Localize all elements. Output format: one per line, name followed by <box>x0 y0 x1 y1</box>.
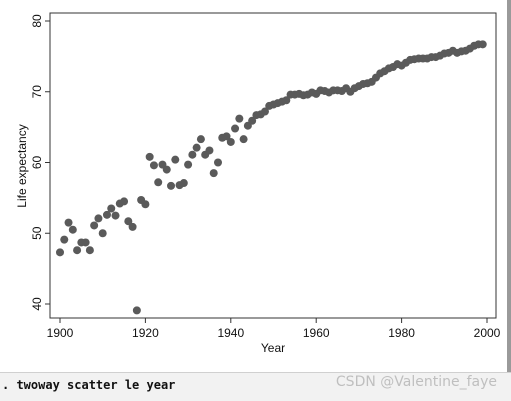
data-point <box>226 137 235 146</box>
data-point <box>64 218 73 227</box>
data-point <box>260 107 269 116</box>
data-point <box>73 246 82 255</box>
data-point <box>239 135 248 144</box>
data-point <box>111 211 120 220</box>
x-tick-label: 1960 <box>303 326 330 340</box>
x-axis-title: Year <box>261 341 285 355</box>
data-point <box>205 146 214 155</box>
y-tick-label: 40 <box>30 297 44 311</box>
data-point <box>107 204 116 213</box>
data-point <box>184 160 193 169</box>
y-tick-label: 80 <box>30 14 44 28</box>
data-point <box>128 222 137 231</box>
scatter-points <box>56 40 487 315</box>
window-right-border <box>507 0 511 372</box>
x-tick-label: 1900 <box>47 326 74 340</box>
command-text: . twoway scatter le year <box>2 378 176 392</box>
data-point <box>248 116 257 125</box>
data-point <box>167 181 176 190</box>
data-point <box>192 143 201 152</box>
data-point <box>179 179 188 188</box>
data-point <box>60 235 69 244</box>
data-point <box>209 169 218 178</box>
data-point <box>196 135 205 144</box>
data-point <box>141 200 150 209</box>
x-tick-label: 2000 <box>474 326 501 340</box>
data-point <box>145 152 154 161</box>
data-point <box>102 210 111 219</box>
x-tick-label: 1980 <box>388 326 415 340</box>
y-tick-label: 70 <box>30 85 44 99</box>
data-point <box>222 132 231 141</box>
data-point <box>478 40 487 49</box>
data-point <box>90 221 99 230</box>
watermark-text: CSDN @Valentine_faye <box>335 374 497 390</box>
data-point <box>235 114 244 123</box>
data-point <box>282 96 291 105</box>
results-console: . twoway scatter le year CSDN @Valentine… <box>0 372 511 401</box>
plot-region-frame <box>49 12 497 319</box>
x-tick-label: 1940 <box>217 326 244 340</box>
data-point <box>162 165 171 174</box>
y-tick-label: 60 <box>30 156 44 170</box>
axis-ticks: 1900 1920 1940 1960 1980 2000 40 50 60 70 80 <box>30 14 501 340</box>
data-point <box>132 306 141 315</box>
data-point <box>94 214 103 223</box>
data-point <box>171 155 180 164</box>
data-point <box>81 238 90 247</box>
data-point <box>98 229 107 238</box>
y-axis-title: Life expectancy <box>15 124 29 207</box>
data-point <box>231 124 240 133</box>
data-point <box>188 150 197 159</box>
data-point <box>149 161 158 170</box>
graph-window: 1900 1920 1940 1960 1980 2000 40 50 60 70 80 Year … <box>15 0 511 372</box>
data-point <box>56 248 64 257</box>
data-point <box>68 225 77 234</box>
data-point <box>124 217 133 226</box>
y-tick-label: 50 <box>30 226 44 240</box>
data-point <box>154 178 163 187</box>
data-point <box>213 158 222 167</box>
data-point <box>85 246 94 255</box>
x-tick-label: 1920 <box>132 326 159 340</box>
data-point <box>120 197 129 206</box>
